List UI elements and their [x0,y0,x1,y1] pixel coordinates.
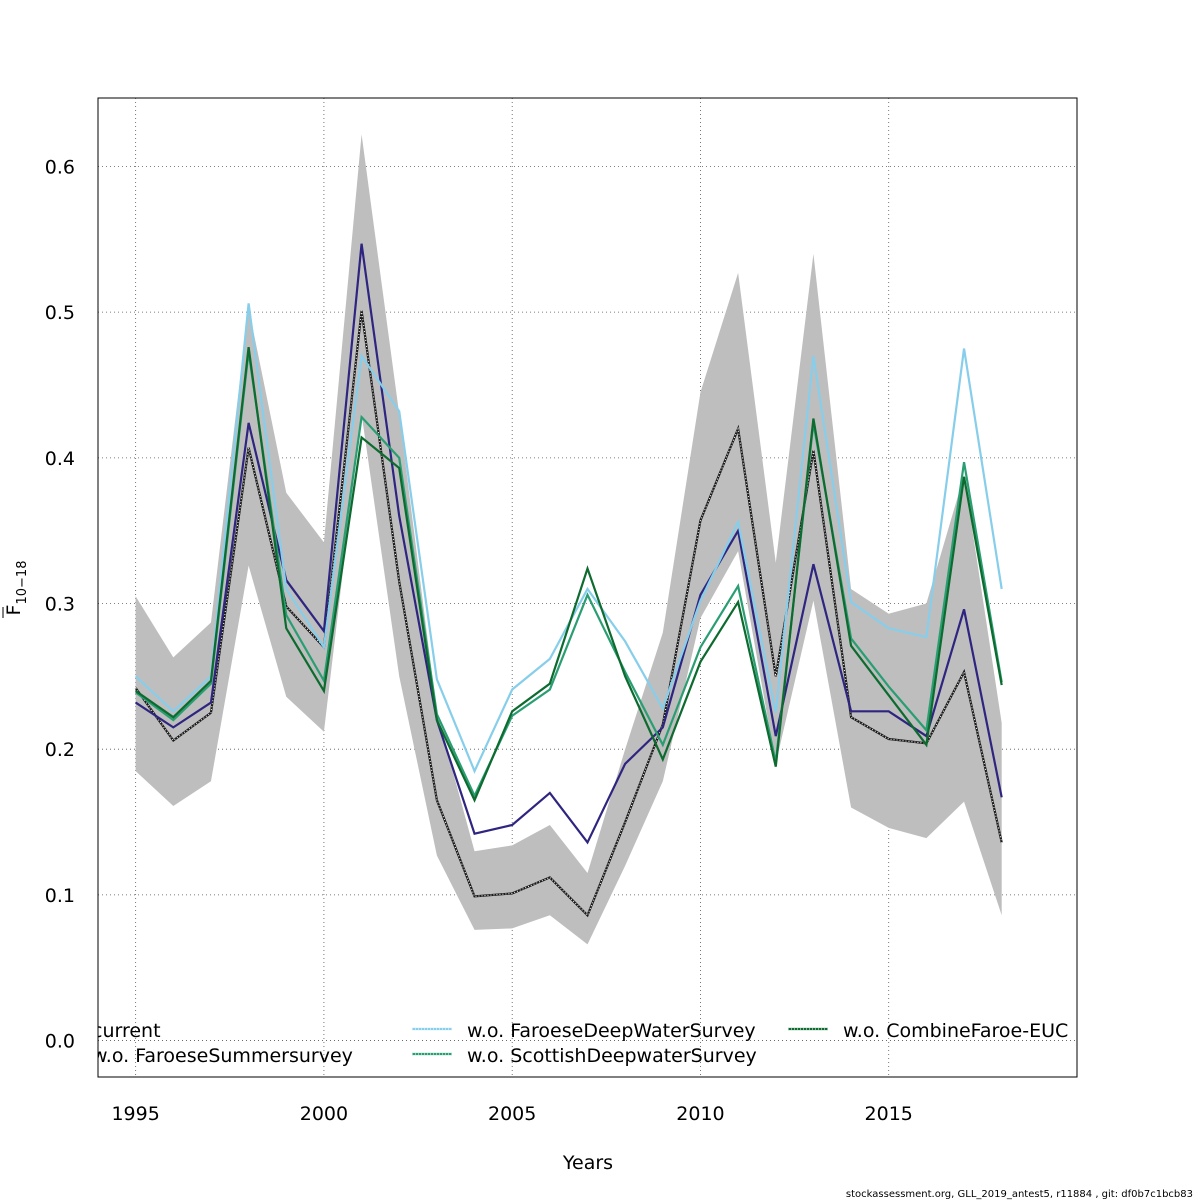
y-tick-label: 0.4 [45,448,75,470]
y-axis: 0.0 0.1 0.2 0.3 0.4 0.5 0.6 [45,156,75,1052]
series-line-4 [135,346,1003,803]
y-tick-label: 0.1 [45,885,75,907]
y-tick-label: 0.0 [45,1031,75,1053]
footer-note: stockassessment.org, GLL_2019_antest5, r… [846,1189,1193,1200]
y-axis-title: F10−18 [2,561,30,618]
legend-label: current [92,1020,161,1042]
x-tick-label: 2015 [865,1103,913,1125]
y-tick-label: 0.3 [45,594,75,616]
x-tick-label: 2005 [488,1103,536,1125]
svg-text:F10−18: F10−18 [3,561,30,616]
y-tick-label: 0.6 [45,156,75,178]
x-axis-title: Years [562,1152,613,1174]
legend-label: w.o. CombineFaroe-EUC [843,1020,1068,1042]
plot-frame [97,97,1078,1078]
legend-label: w.o. FaroeseSummersurvey [92,1045,353,1067]
series-line-overlay-0 [135,310,1003,917]
plot-area [134,134,1003,945]
legend-label: w.o. FaroeseDeepWaterSurvey [467,1020,756,1042]
y-axis-title-subscript: 10−18 [15,561,30,605]
series-line-1 [135,243,1003,845]
x-axis: 1995 2000 2005 2010 2015 [111,1103,912,1125]
y-tick-label: 0.2 [45,739,75,761]
legend-label: w.o. ScottishDeepwaterSurvey [467,1045,757,1067]
y-axis-title-main: F [3,605,25,616]
series-layer [134,243,1003,918]
x-tick-label: 2010 [676,1103,724,1125]
legend: current w.o. FaroeseSummersurvey w.o. Faro… [92,1020,1068,1067]
x-tick-label: 1995 [111,1103,159,1125]
series-line-3 [135,351,1003,799]
y-tick-label: 0.5 [45,302,75,324]
x-tick-label: 2000 [300,1103,348,1125]
